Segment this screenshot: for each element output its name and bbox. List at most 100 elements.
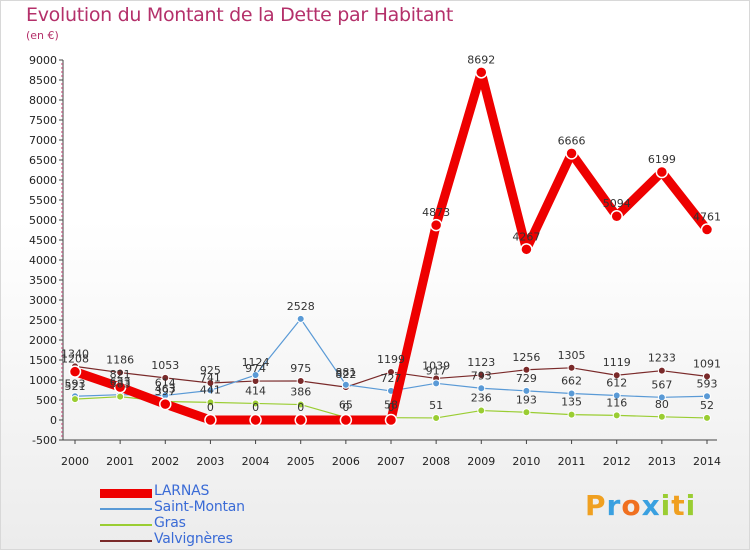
legend-swatch-gras [100, 524, 152, 526]
data-point-larnas [159, 397, 172, 411]
y-tick-label: 7000 [29, 134, 57, 147]
data-label-gras: 386 [290, 386, 311, 399]
y-tick-label: 8500 [29, 74, 57, 87]
x-tick-label: 2008 [422, 455, 450, 468]
data-label-gras: 51 [429, 399, 443, 412]
data-point-gras [71, 395, 79, 404]
y-tick-label: 2500 [29, 314, 57, 327]
data-label-valvigneres: 1053 [151, 359, 179, 372]
y-tick-label: 6000 [29, 174, 57, 187]
data-point-larnas [475, 66, 488, 79]
data-point-larnas [429, 218, 443, 232]
data-point-gras [657, 412, 666, 421]
data-point-valvigneres [477, 371, 486, 380]
x-tick-label: 2013 [648, 455, 676, 468]
data-label-gras: 521 [65, 380, 86, 393]
data-label-saint-montan: 881 [335, 366, 356, 379]
data-label-valvigneres: 1119 [603, 356, 631, 369]
x-tick-label: 2010 [512, 455, 540, 468]
x-tick-label: 2014 [693, 455, 721, 468]
legend: LARNAS Saint-Montan Gras Valvignères [100, 483, 340, 549]
data-label-saint-montan: 593 [65, 377, 86, 390]
data-label-larnas: 6199 [648, 153, 676, 166]
data-point-gras [206, 398, 215, 407]
data-label-saint-montan: 741 [200, 371, 221, 384]
data-point-valvigneres [522, 365, 531, 374]
data-label-gras: 65 [339, 398, 353, 411]
data-label-larnas: 4267 [512, 230, 540, 243]
y-tick-label: 6500 [29, 154, 57, 167]
data-label-saint-montan: 567 [651, 378, 672, 391]
legend-item-larnas: LARNAS [100, 483, 340, 501]
data-label-gras: 583 [110, 378, 131, 391]
data-label-gras: 135 [561, 396, 582, 409]
y-tick-label: 4000 [29, 254, 57, 267]
data-label-larnas: 5094 [603, 197, 631, 210]
x-tick-label: 2001 [106, 455, 134, 468]
data-label-saint-montan: 793 [471, 369, 492, 382]
data-point-valvigneres [116, 368, 125, 377]
data-point-gras [567, 410, 576, 419]
data-point-valvigneres [161, 373, 170, 382]
data-point-gras [477, 406, 486, 415]
data-label-gras: 58 [384, 399, 398, 412]
legend-label-valvigneres: Valvignères [154, 531, 233, 547]
data-point-larnas [294, 413, 307, 427]
data-point-gras [251, 399, 260, 408]
data-point-valvigneres [387, 368, 395, 377]
brand-letter: i [660, 489, 672, 522]
data-label-larnas: 0 [207, 401, 214, 414]
x-tick-label: 2006 [332, 455, 360, 468]
data-label-gras: 193 [516, 393, 537, 406]
data-label-gras: 116 [606, 396, 627, 409]
data-point-gras [432, 413, 441, 422]
data-label-valvigneres: 1199 [377, 353, 405, 366]
data-label-valvigneres: 974 [245, 362, 266, 375]
data-point-larnas [249, 413, 262, 427]
data-point-larnas [520, 243, 533, 256]
data-label-saint-montan: 612 [606, 377, 627, 390]
data-label-valvigneres: 1340 [61, 347, 89, 360]
data-point-valvigneres [703, 372, 711, 381]
data-label-larnas: 0 [388, 401, 395, 414]
data-label-saint-montan: 633 [110, 376, 131, 389]
data-point-saint-montan [522, 386, 531, 395]
y-tick-label: 3500 [29, 274, 57, 287]
legend-label-saint-montan: Saint-Montan [154, 499, 245, 515]
data-label-valvigneres: 1233 [648, 352, 676, 365]
data-label-valvigneres: 1039 [422, 359, 450, 372]
brand-letter: x [641, 489, 661, 522]
y-tick-label: 5500 [29, 194, 57, 207]
data-point-gras [703, 413, 711, 422]
legend-item-gras: Gras [100, 515, 340, 533]
data-label-saint-montan: 1124 [242, 356, 270, 369]
x-tick-label: 2009 [467, 455, 495, 468]
data-point-gras [522, 408, 531, 417]
data-label-larnas: 0 [342, 401, 349, 414]
data-point-saint-montan [657, 393, 666, 402]
brand-letter: r [606, 489, 622, 522]
data-point-saint-montan [206, 386, 215, 395]
data-point-saint-montan [703, 392, 711, 401]
data-point-larnas [655, 165, 669, 179]
data-point-saint-montan [341, 380, 350, 389]
y-tick-label: -500 [32, 434, 57, 447]
data-point-gras [296, 400, 305, 409]
legend-label-larnas: LARNAS [154, 483, 210, 499]
brand-letter: i [685, 489, 697, 522]
data-label-gras: 441 [200, 383, 221, 396]
data-point-valvigneres [567, 363, 576, 372]
data-point-saint-montan [296, 314, 305, 323]
y-tick-label: 3000 [29, 294, 57, 307]
y-tick-label: 7500 [29, 114, 57, 127]
data-label-saint-montan: 2528 [287, 300, 315, 313]
chart-title: Evolution du Montant de la Dette par Hab… [26, 4, 454, 26]
legend-label-gras: Gras [154, 515, 186, 531]
data-point-larnas [610, 209, 623, 223]
legend-item-valvigneres: Valvignères [100, 531, 340, 549]
data-label-saint-montan: 917 [426, 364, 447, 377]
data-point-valvigneres [612, 371, 621, 380]
data-point-gras [612, 411, 621, 420]
data-point-larnas [204, 413, 217, 427]
